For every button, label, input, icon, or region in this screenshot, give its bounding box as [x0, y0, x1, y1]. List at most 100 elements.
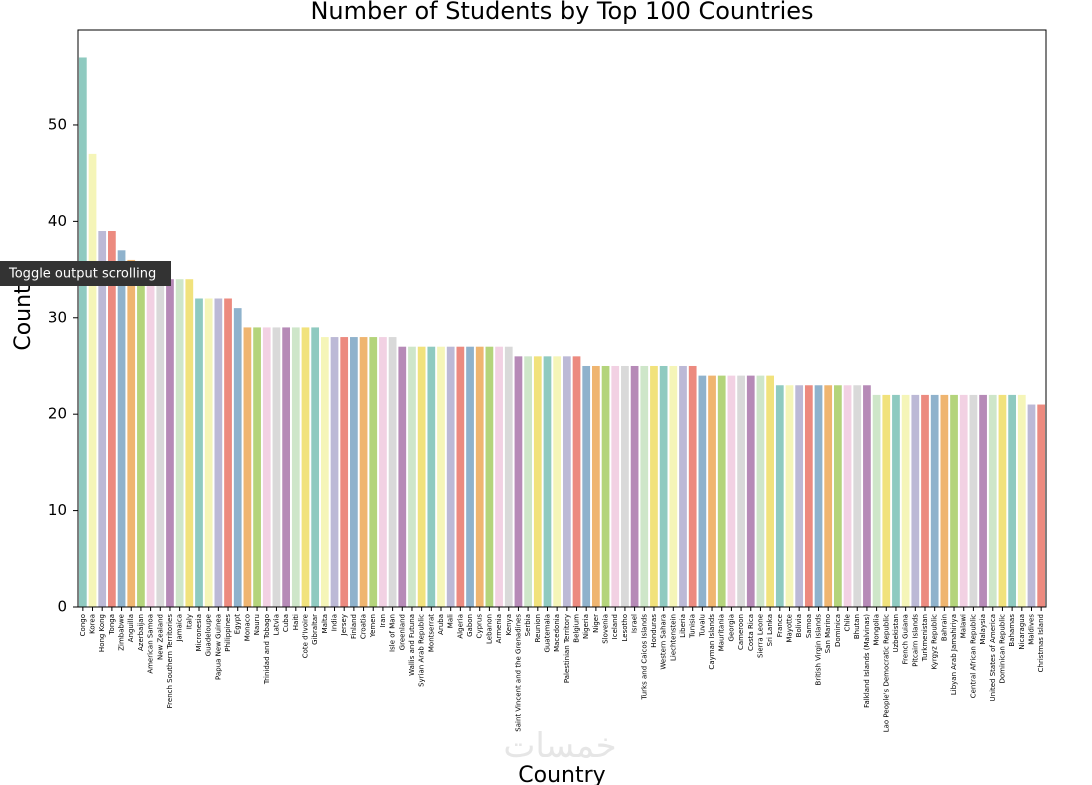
x-tick-label: Jamaica	[176, 614, 184, 643]
bar	[650, 365, 658, 607]
bar	[988, 394, 997, 607]
bar	[766, 375, 774, 607]
bar	[224, 298, 232, 607]
bar	[756, 375, 765, 607]
bar	[746, 375, 755, 607]
x-tick-label: Mauritania	[718, 614, 726, 651]
bar	[872, 394, 881, 607]
x-tick-label: Tonga	[108, 614, 116, 636]
bar	[117, 250, 126, 607]
bar	[621, 365, 629, 607]
y-tick-label: 30	[48, 308, 67, 326]
bar	[233, 308, 242, 607]
x-tick-label: Malawi	[960, 614, 968, 638]
x-tick-label: French Southern Territories	[166, 614, 174, 709]
x-tick-label: Jersey	[340, 614, 348, 636]
x-tick-label: Lebanon	[485, 614, 493, 644]
bar	[243, 327, 252, 607]
bar	[78, 57, 87, 607]
bar	[950, 394, 958, 607]
bar	[417, 346, 426, 607]
x-tick-label: Cuba	[282, 614, 290, 632]
bar	[1017, 394, 1026, 607]
x-tick-label: United States of America	[989, 614, 997, 701]
bar	[466, 346, 474, 607]
chart-title: Number of Students by Top 100 Countries	[310, 0, 813, 25]
x-tick-label: Turks and Caicos Islands	[640, 614, 648, 701]
x-tick-label: Greenland	[398, 614, 406, 650]
bar	[611, 365, 620, 607]
bar	[998, 394, 1007, 607]
bar	[204, 298, 213, 607]
x-tick-label: Aruba	[437, 614, 445, 635]
bar	[582, 365, 591, 607]
x-tick-label: Lao People's Democratic Republic	[882, 614, 890, 732]
x-tick-label: Malta	[321, 614, 329, 633]
bar	[156, 279, 165, 607]
bar	[359, 337, 368, 607]
x-tick-label: Zimbabwe	[118, 614, 126, 651]
x-tick-label: American Samoa	[147, 614, 155, 674]
x-tick-label: Gabon	[466, 614, 474, 637]
x-tick-label: Papua New Guinea	[214, 614, 222, 680]
plot-frame	[77, 29, 1047, 608]
bar	[572, 356, 581, 607]
x-tick-label: Sierra Leone	[756, 614, 764, 658]
bar	[979, 394, 987, 607]
x-tick-label: Latvia	[272, 614, 280, 635]
bar	[533, 356, 542, 607]
bar	[311, 327, 320, 607]
x-tick-label: San Marino	[824, 614, 832, 653]
x-tick-label: Costa Rica	[747, 614, 755, 651]
bar	[804, 385, 813, 607]
x-tick-label: Philippines	[224, 614, 232, 652]
bar	[601, 365, 610, 607]
bar	[388, 337, 397, 607]
x-tick-label: Iceland	[611, 614, 619, 639]
x-tick-label: Armenia	[495, 614, 503, 643]
x-tick-label: Saint Vincent and the Grenadines	[514, 614, 522, 732]
x-tick-label: Egypt	[234, 614, 242, 634]
x-tick-label: Nicaragua	[1018, 614, 1026, 650]
bar	[108, 231, 116, 608]
x-tick-label: Sri Lanka	[766, 614, 774, 646]
x-tick-label: Uzbekistan	[892, 614, 900, 653]
bar	[340, 337, 349, 607]
bar	[437, 346, 445, 607]
x-tick-label: New Zealand	[156, 614, 164, 660]
bar	[659, 365, 668, 607]
bar	[1027, 404, 1036, 607]
x-tick-label: Croatia	[360, 614, 368, 639]
bar	[921, 394, 929, 607]
x-tick-label: Guatemala	[543, 614, 551, 653]
x-axis-label: Country	[518, 763, 605, 785]
bar	[408, 346, 416, 607]
x-tick-label: Bolivia	[795, 614, 803, 637]
bar	[456, 346, 465, 607]
x-tick-label: Bahrain	[940, 614, 948, 641]
bar	[814, 385, 823, 607]
x-tick-label: British Virgin Islands	[815, 614, 823, 686]
bar	[262, 327, 271, 607]
x-tick-label: Maldives	[1027, 614, 1035, 645]
x-tick-label: Serbia	[524, 614, 532, 636]
x-tick-label: Lesotho	[621, 614, 629, 641]
x-tick-label: Cameroon	[737, 614, 745, 650]
bar	[717, 375, 726, 607]
x-tick-label: Chile	[844, 614, 852, 632]
bar	[959, 394, 968, 607]
x-tick-label: Micronesia	[195, 614, 203, 651]
x-tick-label: Israel	[631, 614, 639, 633]
x-tick-label: Hong Kong	[98, 614, 106, 652]
y-tick-label: 10	[48, 501, 67, 519]
x-tick-label: Monaco	[243, 614, 251, 641]
x-tick-label: Montserrat	[427, 614, 435, 652]
x-tick-label: Dominican Republic	[998, 614, 1006, 684]
x-tick-label: Bhutan	[853, 614, 861, 639]
x-tick-label: Iran	[379, 614, 387, 628]
bar	[514, 356, 523, 607]
x-tick-label: Christmas Island	[1037, 614, 1045, 672]
x-tick-label: Wallis and Futuna	[408, 614, 416, 676]
bar	[214, 298, 223, 607]
